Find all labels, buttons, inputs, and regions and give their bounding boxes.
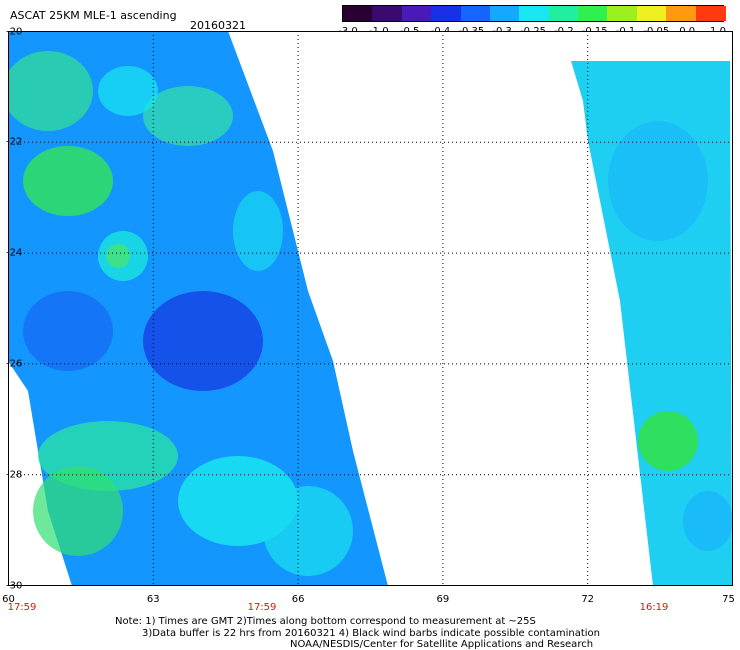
longitude-label: 75	[722, 594, 735, 605]
colorbar-segment	[343, 6, 374, 21]
colorbar-segment	[401, 6, 433, 21]
latitude-label: -20	[6, 26, 23, 37]
map-frame	[8, 31, 733, 586]
grid-lines	[8, 31, 733, 586]
colorbar-segment	[372, 6, 403, 21]
patch	[233, 191, 283, 271]
colorbar-segment	[666, 6, 697, 21]
latitude-label: -24	[6, 247, 23, 259]
colorbar	[342, 5, 726, 22]
colorbar-segment	[636, 6, 668, 21]
time-label: 16:19	[639, 602, 669, 613]
latitude-label: -22	[6, 136, 23, 148]
colorbar-segment	[431, 6, 462, 21]
patch-layer	[8, 51, 733, 576]
colorbar-segment	[607, 6, 638, 21]
patch	[33, 466, 123, 556]
colorbar-segment	[489, 6, 521, 21]
longitude-label: 63	[146, 594, 160, 605]
patch	[23, 146, 113, 216]
patch	[263, 486, 353, 576]
chart-date: 20160321	[190, 19, 246, 32]
latitude-label: -28	[6, 469, 23, 481]
time-label: 17:59	[247, 602, 277, 613]
longitude-label: 72	[581, 594, 595, 605]
patch	[608, 121, 708, 241]
colorbar-segment	[548, 6, 580, 21]
patch	[143, 291, 263, 391]
longitude-label: 69	[436, 594, 450, 605]
colorbar-segment	[460, 6, 491, 21]
patch	[638, 411, 698, 471]
note-line-2: 3)Data buffer is 22 hrs from 20160321 4)…	[142, 628, 600, 639]
patch	[143, 86, 233, 146]
note-line-1: Note: 1) Times are GMT 2)Times along bot…	[115, 616, 536, 627]
colorbar-segment	[695, 6, 726, 21]
longitude-label: 66	[291, 594, 305, 605]
patch	[106, 244, 130, 268]
patch	[98, 66, 158, 116]
colorbar-segment	[519, 6, 550, 21]
patch	[683, 491, 733, 551]
latitude-label: -30	[6, 580, 23, 591]
time-label: 17:59	[7, 602, 37, 613]
chart-title: ASCAT 25KM MLE-1 ascending	[10, 9, 177, 22]
map-plot	[8, 31, 733, 586]
colorbar-segment	[578, 6, 609, 21]
latitude-label: -26	[6, 358, 23, 370]
patch	[8, 51, 93, 131]
note-line-3: NOAA/NESDIS/Center for Satellite Applica…	[290, 639, 594, 650]
patch	[23, 291, 113, 371]
longitude-label: 60	[2, 594, 15, 605]
